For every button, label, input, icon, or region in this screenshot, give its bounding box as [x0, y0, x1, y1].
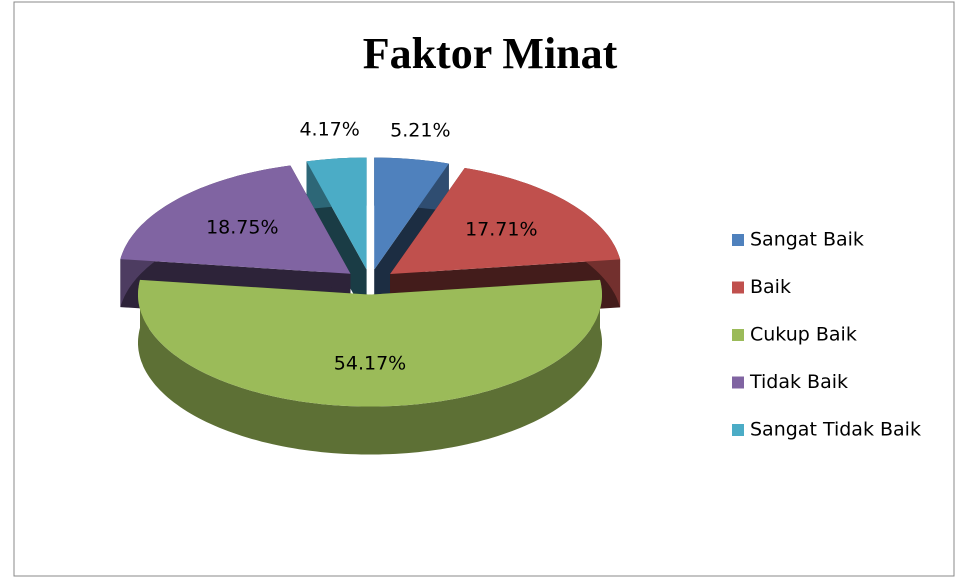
legend-label: Baik — [750, 276, 791, 298]
legend-label: Tidak Baik — [749, 371, 848, 393]
pie-slice — [306, 157, 367, 318]
legend-label: Sangat Tidak Baik — [750, 419, 921, 441]
slice-top — [390, 168, 621, 274]
pie-slice — [138, 279, 602, 455]
slice-top — [138, 279, 602, 407]
slice-top — [306, 157, 367, 270]
data-label: 4.17% — [299, 119, 359, 141]
legend-label: Sangat Baik — [750, 229, 864, 251]
legend-swatch — [732, 329, 744, 341]
legend-swatch — [732, 281, 744, 294]
legend-swatch — [732, 376, 744, 389]
legend-label: Cukup Baik — [750, 324, 857, 346]
data-label: 17.71% — [465, 218, 537, 240]
data-label: 18.75% — [206, 216, 278, 238]
legend-swatch — [732, 234, 744, 246]
slice-top — [120, 165, 351, 274]
legend-swatch — [732, 424, 744, 436]
chart-title: Faktor Minat — [363, 29, 618, 78]
slice-top — [374, 157, 449, 270]
data-label: 5.21% — [390, 119, 450, 141]
slice-wall — [138, 279, 602, 455]
data-label: 54.17% — [334, 352, 406, 374]
